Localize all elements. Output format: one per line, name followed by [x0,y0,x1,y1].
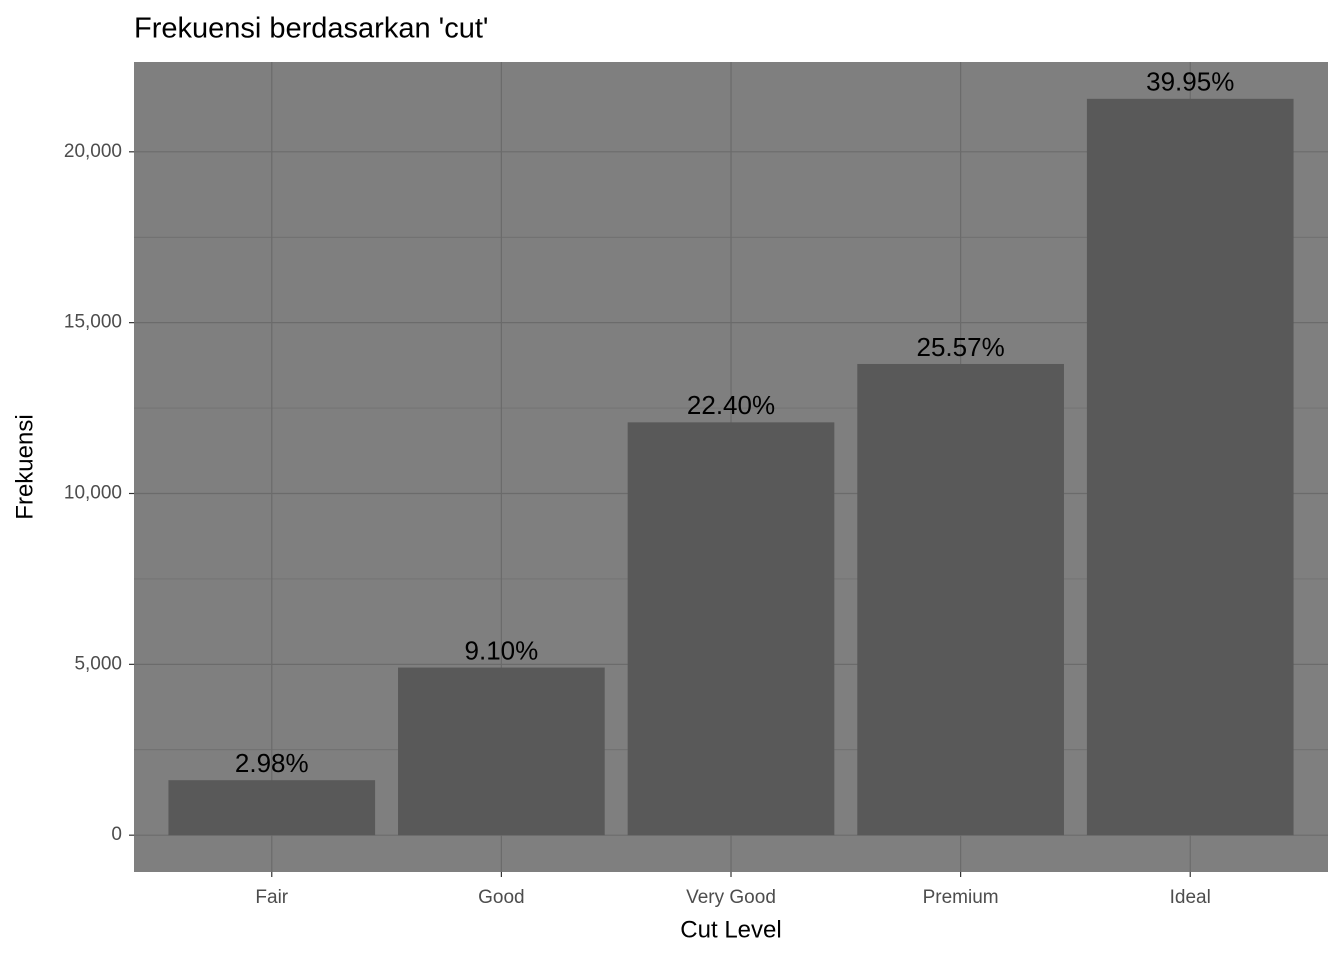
bar [627,422,835,836]
x-axis-title: Cut Level [680,916,781,943]
bar [168,780,376,836]
y-tick-label: 10,000 [64,483,122,504]
chart-title: Frekuensi berdasarkan 'cut' [134,13,488,45]
x-tick-label: Premium [923,887,999,908]
y-tick-label: 0 [111,824,122,845]
x-tick-label: Very Good [686,887,776,908]
value-label: 22.40% [687,390,775,420]
y-axis-title: Frekuensi [11,414,38,519]
y-tick-label: 5,000 [74,653,122,674]
y-tick-label: 20,000 [64,141,122,162]
x-tick-label: Fair [255,887,288,908]
bar [398,667,605,836]
bar [857,363,1064,836]
y-tick-label: 15,000 [64,312,122,333]
x-tick-label: Ideal [1170,887,1211,908]
bar [1086,98,1294,836]
value-label: 2.98% [235,748,309,778]
value-label: 9.10% [465,635,539,665]
value-label: 25.57% [917,332,1005,362]
value-label: 39.95% [1146,67,1234,97]
bars [168,98,1294,836]
x-tick-label: Good [478,887,524,908]
